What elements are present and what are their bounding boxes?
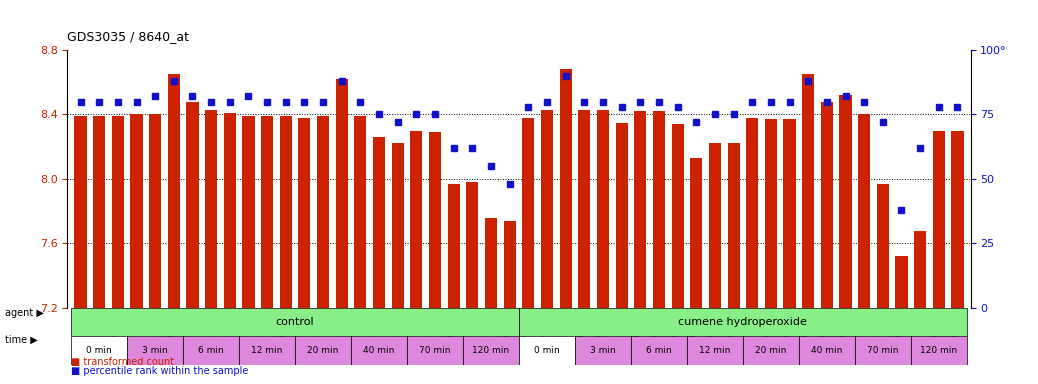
Bar [840,95,851,308]
Bar [784,119,795,308]
Bar [72,336,128,365]
Bar [746,118,759,308]
Text: 20 min: 20 min [756,346,787,355]
Text: 0 min: 0 min [535,346,559,355]
Bar [429,132,441,308]
Bar [298,118,310,308]
Text: 3 min: 3 min [590,346,616,355]
Bar [93,116,105,308]
Bar [391,144,404,308]
Bar [519,308,966,336]
Bar [279,116,292,308]
Bar [243,116,254,308]
Text: 12 min: 12 min [251,346,282,355]
Text: 6 min: 6 min [198,346,224,355]
Bar [575,336,631,365]
Bar [559,69,572,308]
Text: 6 min: 6 min [646,346,672,355]
Text: 70 min: 70 min [867,346,899,355]
Bar [354,116,366,308]
Bar [765,119,777,308]
Bar [631,336,687,365]
Text: ■ percentile rank within the sample: ■ percentile rank within the sample [71,366,248,376]
Bar [485,218,497,308]
Bar [112,116,124,308]
Bar [317,116,329,308]
Bar [128,336,183,365]
Bar [410,131,422,308]
Bar [653,111,665,308]
Bar [168,74,180,308]
Bar [373,137,385,308]
Text: 40 min: 40 min [363,346,394,355]
Bar [463,336,519,365]
Bar [858,114,870,308]
Bar [503,221,516,308]
Bar [72,308,519,336]
Bar [855,336,910,365]
Bar [687,336,743,365]
Bar [597,109,609,308]
Bar [709,144,721,308]
Text: 70 min: 70 min [419,346,450,355]
Text: cumene hydroperoxide: cumene hydroperoxide [679,317,808,327]
Bar [821,101,832,308]
Bar [896,257,907,308]
Bar [447,184,460,308]
Bar [910,336,966,365]
Bar [522,118,535,308]
Bar [799,336,855,365]
Bar [206,109,217,308]
Text: 0 min: 0 min [86,346,112,355]
Bar [802,74,814,308]
Bar [672,124,684,308]
Bar [914,230,926,308]
Bar [131,114,142,308]
Bar [187,101,198,308]
Bar [261,116,273,308]
Bar [933,131,945,308]
Text: 3 min: 3 min [142,346,168,355]
Bar [519,336,575,365]
Bar [149,114,161,308]
Bar [239,336,295,365]
Text: GDS3035 / 8640_at: GDS3035 / 8640_at [67,30,190,43]
Bar [877,184,889,308]
Bar [183,336,239,365]
Bar [295,336,351,365]
Text: agent ▶: agent ▶ [5,308,44,318]
Bar [466,182,479,308]
Text: time ▶: time ▶ [5,335,38,345]
Bar [634,111,647,308]
Bar [541,109,553,308]
Bar [351,336,407,365]
Bar [578,109,591,308]
Bar [952,131,963,308]
Text: 12 min: 12 min [700,346,731,355]
Text: ■ transformed count: ■ transformed count [71,357,173,367]
Bar [728,144,740,308]
Bar [407,336,463,365]
Text: 20 min: 20 min [307,346,338,355]
Bar [75,116,86,308]
Bar [616,122,628,308]
Bar [224,113,236,308]
Bar [743,336,799,365]
Text: control: control [276,317,315,327]
Bar [335,79,348,308]
Text: 120 min: 120 min [921,346,957,355]
Text: 120 min: 120 min [472,346,510,355]
Text: 40 min: 40 min [811,346,843,355]
Bar [690,158,703,308]
